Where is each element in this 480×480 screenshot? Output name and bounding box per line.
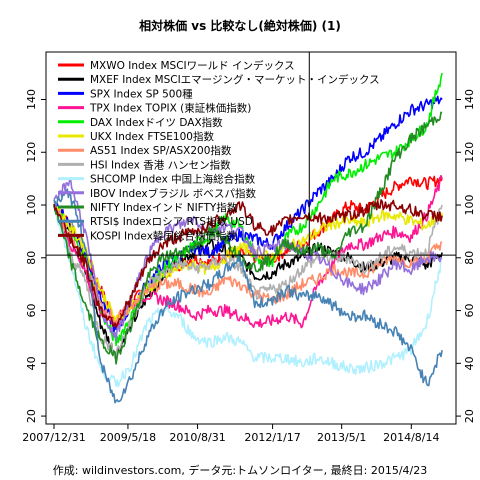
series-line-10: [53, 111, 443, 365]
credit-text: 作成: wildinvestors.com, データ元:トムソンロイター, 最終…: [53, 463, 427, 477]
series-lines: [53, 72, 443, 404]
x-tick-label: 2007/12/31: [22, 431, 85, 444]
legend-label-11: RTSI$ Indexロシア RTS指数 USD: [90, 215, 253, 228]
y-right-tick-label: 40: [463, 356, 476, 370]
y-left-tick-label: 120: [25, 142, 38, 163]
plot-frame: [45, 51, 457, 425]
legend-label-3: TPX Index TOPIX (東証株価指数): [89, 102, 251, 115]
y-right-tick-label: 20: [463, 409, 476, 423]
legend-label-7: HSI Index 香港 ハンセン指数: [90, 158, 231, 171]
chart-title: 相対株価 vs 比較なし(絶対株価) (1): [139, 18, 341, 33]
x-tick-label: 2013/5/1: [317, 431, 366, 444]
y-axis-right: 20 40 60 80 100 120 140: [456, 89, 476, 423]
legend-label-5: UKX Index FTSE100指数: [90, 130, 214, 143]
y-right-tick-label: 80: [463, 251, 476, 265]
legend-label-0: MXWO Index MSCIワールド インデックス: [90, 59, 295, 72]
legend-label-10: NIFTY Indexインド NIFTY指数: [90, 201, 238, 214]
y-left-tick-label: 20: [25, 409, 38, 423]
y-left-tick-label: 60: [25, 304, 38, 318]
legend-label-1: MXEF Index MSCIエマージング・マーケット・インデックス: [90, 73, 380, 86]
series-line-9: [53, 177, 443, 342]
legend-label-9: IBOV Indexブラジル ボベスパ指数: [90, 187, 256, 200]
y-right-tick-label: 120: [463, 142, 476, 163]
legend-label-4: DAX Indexドイツ DAX指数: [90, 116, 223, 129]
y-left-tick-label: 80: [25, 251, 38, 265]
series-line-8: [53, 203, 443, 388]
series-line-11: [53, 188, 443, 404]
x-tick-label: 2010/8/31: [169, 431, 225, 444]
y-right-tick-label: 140: [463, 89, 476, 110]
y-left-tick-label: 100: [25, 195, 38, 216]
reference-lines: [46, 52, 456, 256]
legend-label-12: KOSPI Index韓国総合株価指数: [90, 229, 237, 242]
legend-label-8: SHCOMP Index 中国上海総合指数: [90, 173, 256, 186]
y-right-tick-label: 60: [463, 304, 476, 318]
x-tick-label: 2009/5/18: [100, 431, 156, 444]
y-axis-left: 20 40 60 80 100 120 140: [25, 89, 46, 423]
series-line-12: [53, 199, 443, 329]
y-left-tick-label: 140: [25, 89, 38, 110]
legend-label-6: AS51 Index SP/ASX200指数: [90, 144, 232, 157]
x-axis: 2007/12/31 2009/5/18 2010/8/31 2012/1/17 201…: [22, 424, 440, 444]
legend-label-2: SPX Index SP 500種: [90, 87, 193, 100]
y-left-tick-label: 40: [25, 356, 38, 370]
y-right-tick-label: 100: [463, 195, 476, 216]
x-tick-label: 2014/8/14: [383, 431, 439, 444]
x-tick-label: 2012/1/17: [244, 431, 300, 444]
